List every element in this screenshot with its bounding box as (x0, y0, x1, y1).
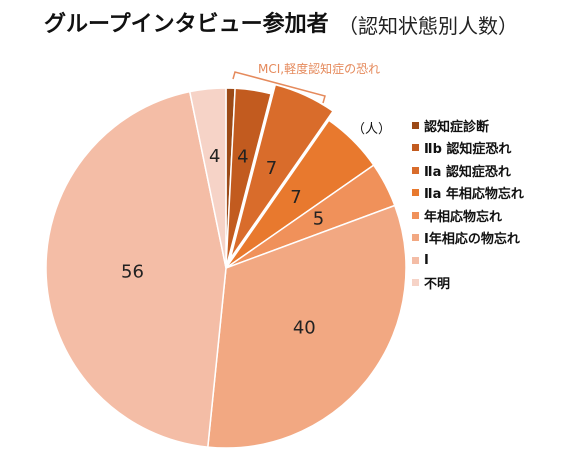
mci-annotation: MCI,軽度認知症の恐れ (258, 62, 381, 76)
pie-slice (225, 87, 273, 269)
legend-swatch (412, 256, 419, 264)
pie-slice (188, 87, 227, 269)
pie-slice (206, 204, 407, 449)
legend-item: Ⅱa 年相応物忘れ (412, 182, 524, 205)
legend-swatch (412, 144, 419, 152)
chart-subtitle: （認知状態別人数） (338, 14, 518, 38)
legend-label: 認知症診断 (424, 119, 490, 135)
legend-swatch (412, 166, 419, 174)
pie-slice (229, 83, 335, 260)
legend-swatch (412, 121, 419, 129)
slice-value-label: 7 (266, 158, 277, 179)
chart-title: グループインタビュー参加者 (44, 12, 329, 37)
legend-label: Ⅰ年相応の物忘れ (424, 232, 520, 248)
legend-item: 認知症診断 (412, 114, 524, 137)
legend-swatch (412, 234, 419, 242)
legend-item: Ⅰ年相応の物忘れ (412, 227, 524, 250)
legend-label: 不明 (424, 277, 451, 293)
legend-item: Ⅱa 認知症恐れ (412, 159, 524, 182)
slice-value-label: 5 (313, 209, 324, 230)
legend-label: 年相応物忘れ (424, 209, 503, 225)
legend-item: Ⅰ (412, 249, 524, 272)
legend-item: 不明 (412, 272, 524, 295)
slice-value-label: 4 (209, 146, 220, 167)
slice-value-label: 4 (237, 147, 248, 168)
unit-label: （人） (352, 122, 392, 137)
legend-label: Ⅱa 認知症恐れ (424, 164, 511, 180)
legend-swatch (412, 279, 419, 287)
legend-label: Ⅱb 認知症恐れ (424, 142, 512, 158)
legend-item: Ⅱb 認知症恐れ (412, 137, 524, 160)
slice-value-label: 7 (290, 187, 301, 208)
legend: 認知症診断 Ⅱb 認知症恐れ Ⅱa 認知症恐れ Ⅱa 年相応物忘れ 年相応物忘れ… (412, 114, 524, 294)
slice-value-label: 40 (293, 318, 316, 339)
legend-item: 年相応物忘れ (412, 204, 524, 227)
legend-label: Ⅱa 年相応物忘れ (424, 187, 524, 203)
slice-value-label: 56 (121, 262, 144, 283)
legend-swatch (412, 189, 419, 197)
mci-bracket (232, 71, 326, 104)
pie-slice (45, 90, 227, 448)
legend-label: Ⅰ (424, 252, 429, 268)
legend-swatch (412, 211, 419, 219)
